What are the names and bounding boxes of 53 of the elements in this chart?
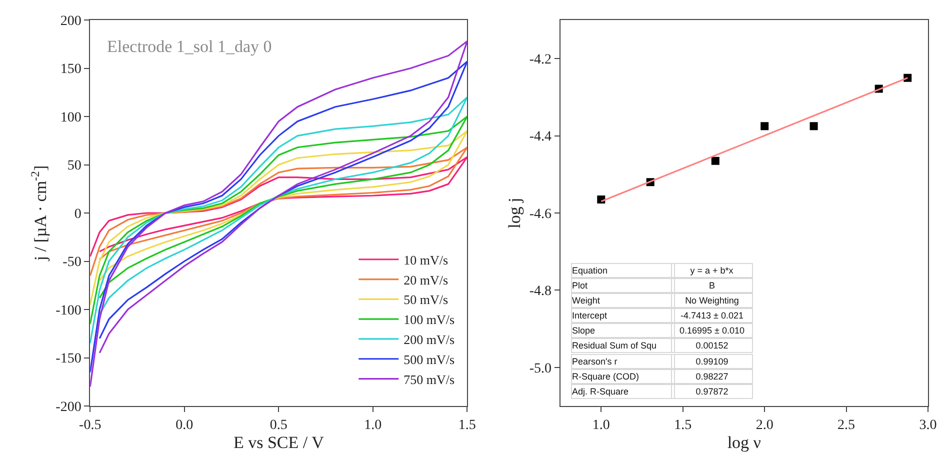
y-tick-label: -5.0 [529,361,552,376]
y-tick-label: 150 [60,62,82,78]
x-tick-label: 1.5 [458,418,476,433]
x-axis-title: E vs SCE / V [233,433,325,452]
annotation: Intercept [572,310,608,320]
x-axis-title: log ν [727,433,762,452]
annotation: Equation [572,266,608,276]
annotation: y = a + b*x [690,266,734,276]
x-tick-label: 0.0 [176,418,194,433]
x-tick-label: 2.5 [838,418,856,433]
annotation: -4.7413 ± 0.021 [680,310,744,320]
annotation: 0.16995 ± 0.010 [680,326,744,336]
y-tick-label: -4.6 [529,206,552,222]
legend-label: 20 mV/s [404,272,448,288]
y-tick-label: -50 [62,255,82,270]
annotation: 0.00152 [696,340,728,350]
annotation: Slope [572,326,596,336]
annotation: No Weighting [685,296,739,306]
annotation: Residual Sum of Squ [572,340,657,350]
annotation: B [708,280,716,290]
annotation: Plot [572,280,588,290]
x-tick-label: 3.0 [919,418,937,433]
y-tick-label: -200 [56,400,82,415]
x-tick-label: 0.5 [270,418,288,433]
annotation: R-Square (COD) [572,372,640,382]
y-tick-label: 200 [60,14,82,29]
annotation: Pearson's r [572,356,618,366]
y-tick-label: -100 [56,303,82,318]
annotation: 0.98227 [696,372,728,382]
legend-label: 200 mV/s [404,332,455,348]
y-tick-label: -150 [56,352,82,367]
x-tick-label: 1.0 [592,418,610,433]
y-axis-title: log j [504,198,524,228]
annotation: 0.99109 [696,356,728,366]
annotation: Electrode 1_sol 1_day 0 [107,37,272,56]
x-tick-label: 2.0 [756,418,774,433]
y-tick-label: 100 [60,110,82,126]
y-tick-label: 50 [67,158,82,174]
legend-label: 10 mV/s [404,252,448,268]
x-tick-label: 1.0 [364,418,382,433]
x-tick-label: 1.5 [674,418,692,433]
y-tick-label: -4.4 [529,130,552,145]
legend-label: 750 mV/s [404,372,455,387]
x-tick-label: -0.5 [79,418,102,433]
y-tick-label: 0 [74,206,82,222]
annotation: 0.97872 [696,386,728,396]
legend-label: 50 mV/s [404,292,448,308]
y-tick-label: -4.2 [529,52,552,68]
legend-label: 500 mV/s [404,352,455,367]
y-tick-label: -4.8 [529,284,552,300]
annotation: Adj. R-Square [572,386,629,396]
legend-label: 100 mV/s [404,312,455,328]
annotation: Weight [572,296,600,306]
